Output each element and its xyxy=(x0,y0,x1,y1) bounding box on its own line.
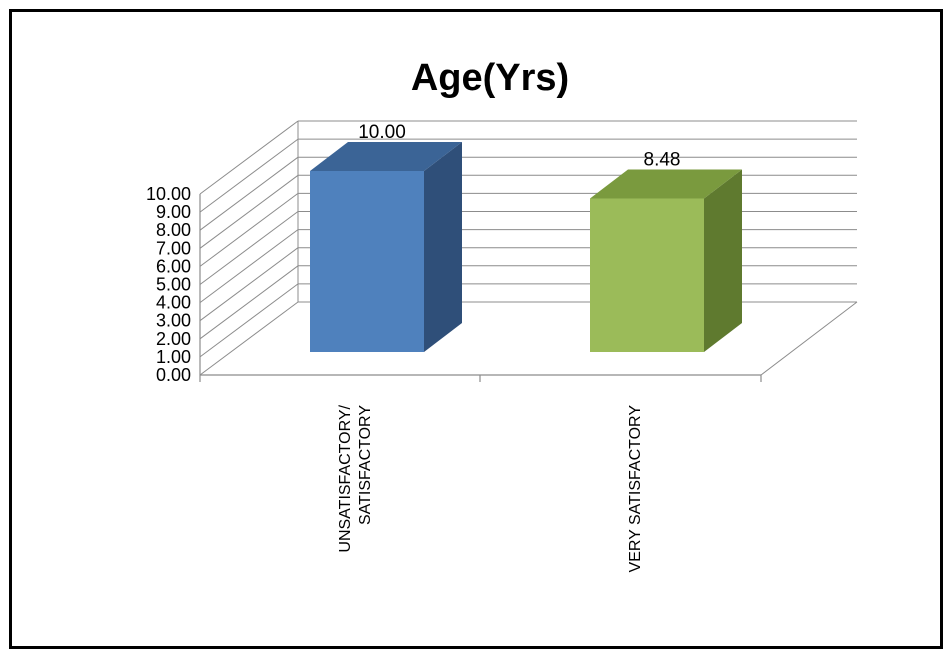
bars xyxy=(310,142,742,352)
gridline-side xyxy=(199,174,299,249)
gridline-side xyxy=(199,211,299,285)
y-tick-label: 6.00 xyxy=(156,256,191,276)
gridlines xyxy=(199,120,858,376)
data-labels: 10.00 8.48 xyxy=(358,122,680,171)
data-label: 8.48 xyxy=(644,150,681,171)
bar-top-face xyxy=(590,169,742,199)
gridline-side xyxy=(199,301,299,376)
y-axis-tick-labels: 0.001.002.003.004.005.006.007.008.009.00… xyxy=(146,184,191,385)
gridline-side xyxy=(199,265,299,340)
y-tick-label: 2.00 xyxy=(156,329,191,349)
chart-frame: Age(Yrs) 0.00 1.00 2.00 3.00 4.00 5.00 6.00 7.0… xyxy=(9,9,943,649)
bar-side-face xyxy=(704,169,742,352)
gridline-side xyxy=(199,138,299,213)
bar-chart: Age(Yrs) 0.001.002.003.004.005.006.007.0… xyxy=(146,57,858,572)
y-tick-label: 10.00 xyxy=(146,184,191,204)
gridline-side xyxy=(199,120,299,195)
bar-front-face xyxy=(590,198,704,352)
y-tick-label: 0.00 xyxy=(156,365,191,385)
chart-title: Age(Yrs) xyxy=(411,57,569,99)
axes xyxy=(199,194,762,382)
category-label-line: VERY SATISFACTORY xyxy=(627,405,644,573)
floor-right-edge xyxy=(760,301,858,376)
gridline-side xyxy=(199,247,299,322)
y-tick-label: 4.00 xyxy=(156,293,191,313)
gridline-side xyxy=(199,192,299,267)
category-label-1: UNSATISFACTORY/SATISFACTORY xyxy=(337,404,374,552)
category-label-line: SATISFACTORY xyxy=(357,405,374,525)
y-tick-label: 3.00 xyxy=(156,311,191,331)
category-label-2: VERY SATISFACTORY xyxy=(627,405,644,573)
y-tick-label: 9.00 xyxy=(156,202,191,222)
gridline-side xyxy=(199,283,299,358)
category-label-line: UNSATISFACTORY/ xyxy=(337,404,354,552)
y-tick-label: 8.00 xyxy=(156,220,191,240)
y-tick-label: 7.00 xyxy=(156,238,191,258)
y-tick-label: 5.00 xyxy=(156,275,191,295)
bar-front-face xyxy=(310,171,424,352)
data-label: 10.00 xyxy=(358,122,406,143)
gridline-side xyxy=(199,229,299,304)
bar-side-face xyxy=(424,142,462,352)
bar-top-face xyxy=(310,142,462,171)
gridline-side xyxy=(199,156,299,231)
bar-2 xyxy=(590,169,742,352)
bar-1 xyxy=(310,142,462,352)
y-tick-label: 1.00 xyxy=(156,347,191,367)
x-axis-category-labels: UNSATISFACTORY/SATISFACTORY VERY SATISFAC… xyxy=(337,404,644,572)
